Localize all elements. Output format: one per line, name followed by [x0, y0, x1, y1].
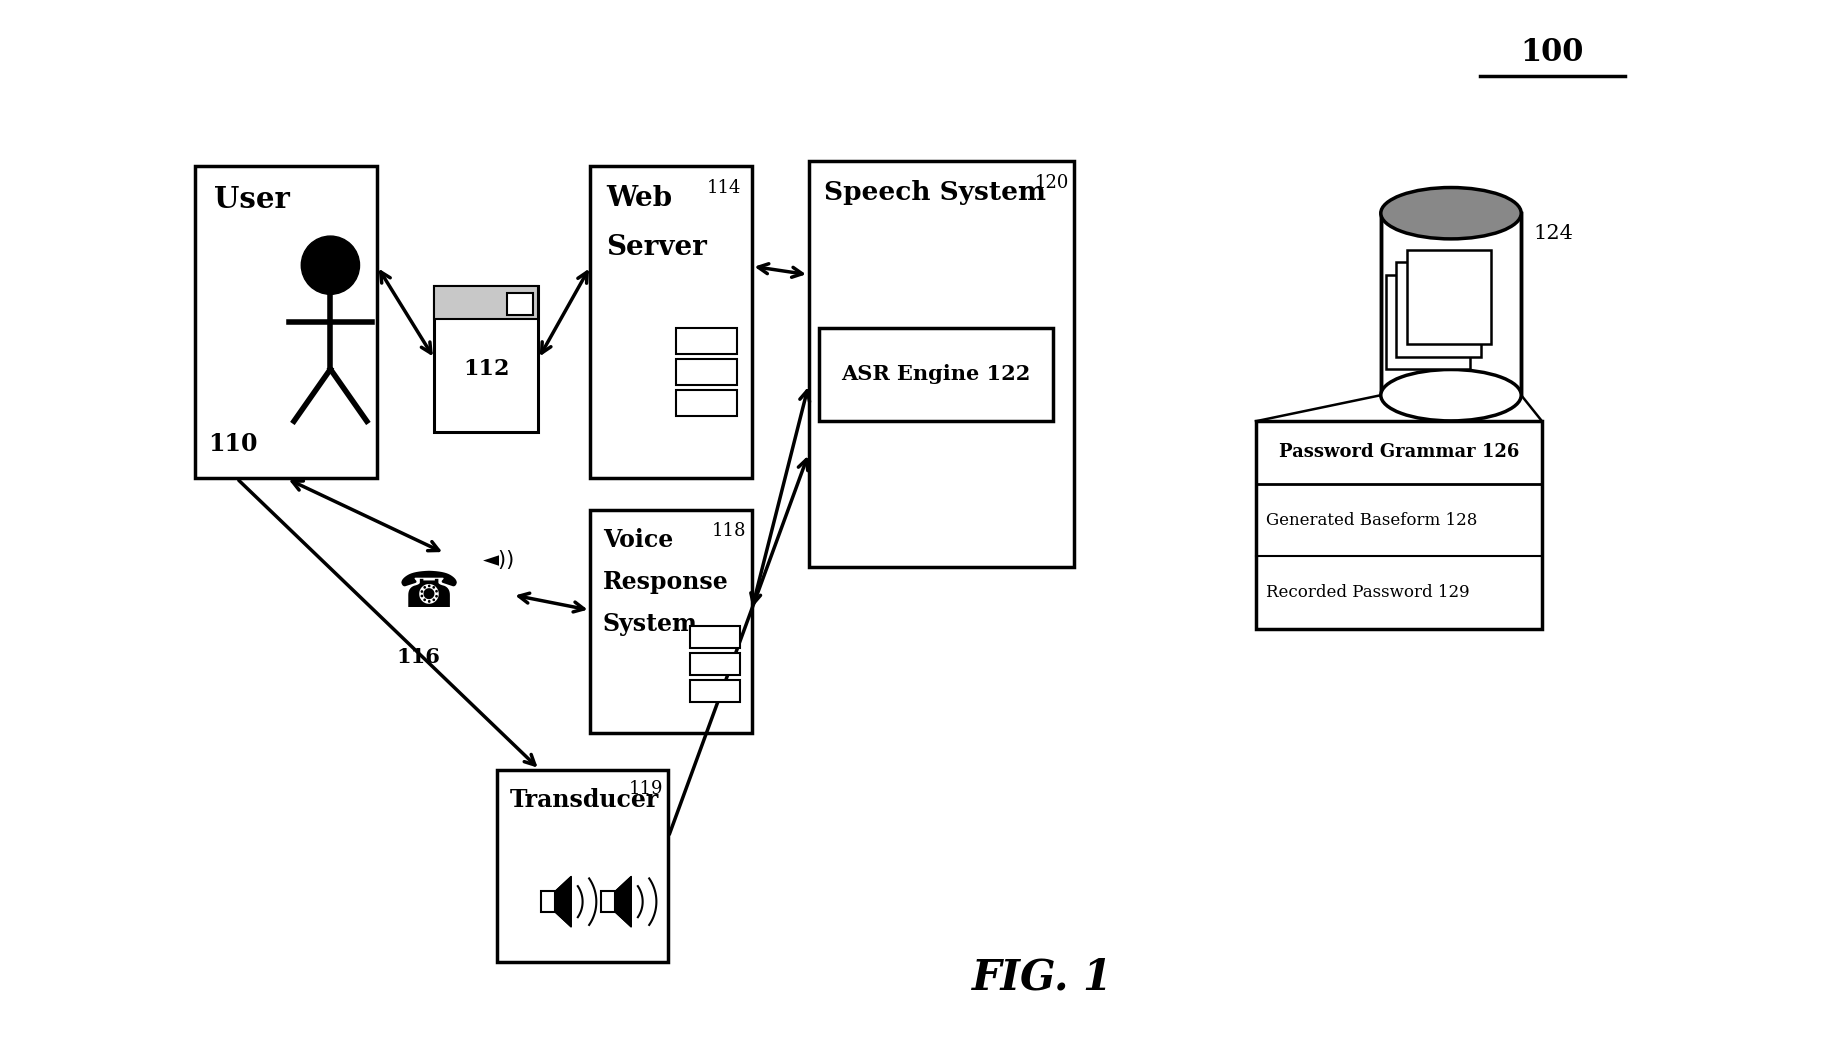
Text: Voice: Voice [602, 528, 674, 552]
Text: 114: 114 [707, 179, 742, 197]
Bar [507, 293, 532, 315]
Bar [690, 626, 740, 648]
Text: Speech System: Speech System [824, 180, 1047, 205]
Text: Server: Server [606, 234, 707, 261]
Text: 110: 110 [207, 432, 257, 456]
Ellipse shape [1381, 369, 1522, 421]
Bar [1381, 213, 1522, 395]
Bar [676, 359, 736, 385]
Text: Recorded Password 129: Recorded Password 129 [1267, 584, 1471, 601]
Bar [690, 680, 740, 702]
Bar [676, 328, 736, 354]
Bar [676, 390, 736, 416]
Circle shape [301, 236, 360, 294]
Polygon shape [554, 877, 571, 927]
Text: Generated Baseform 128: Generated Baseform 128 [1267, 512, 1478, 528]
Bar [435, 286, 538, 319]
Text: Password Grammar 126: Password Grammar 126 [1280, 443, 1518, 462]
Ellipse shape [1381, 187, 1522, 239]
Bar [1406, 250, 1491, 344]
Bar [1256, 421, 1542, 629]
Text: ASR Engine 122: ASR Engine 122 [841, 364, 1030, 385]
Bar [591, 510, 751, 733]
Text: 120: 120 [1034, 174, 1069, 191]
Text: User: User [215, 185, 290, 214]
Text: FIG. 1: FIG. 1 [973, 957, 1113, 998]
Bar [1397, 262, 1480, 357]
Bar [542, 891, 554, 912]
Text: System: System [602, 612, 698, 635]
Bar [1386, 275, 1471, 369]
Text: 119: 119 [628, 780, 663, 798]
Text: 100: 100 [1520, 36, 1584, 68]
Bar [195, 166, 376, 478]
Text: 118: 118 [712, 522, 747, 540]
Bar [498, 770, 668, 962]
Text: 112: 112 [463, 358, 510, 381]
Bar [602, 891, 615, 912]
Text: ◄)): ◄)) [483, 549, 516, 570]
Bar [810, 161, 1074, 567]
Text: Transducer: Transducer [509, 788, 659, 812]
Text: 116: 116 [397, 647, 441, 667]
Bar [690, 653, 740, 675]
Text: Web: Web [606, 185, 672, 212]
Polygon shape [615, 877, 632, 927]
Text: ☎: ☎ [398, 569, 461, 617]
Bar [591, 166, 751, 478]
Text: Response: Response [602, 570, 729, 594]
Text: 124: 124 [1533, 224, 1573, 242]
Bar [435, 286, 538, 432]
Bar [819, 328, 1054, 421]
